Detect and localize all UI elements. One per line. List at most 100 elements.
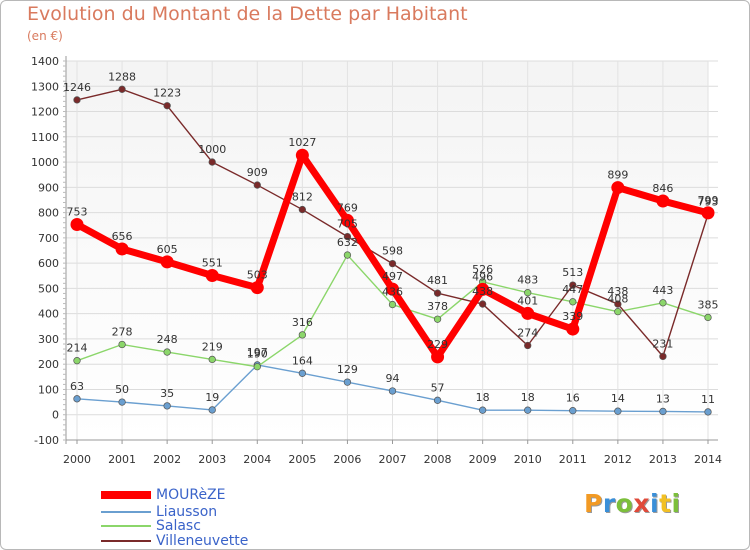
logo-letter: P (584, 489, 603, 518)
data-label: 16 (566, 392, 580, 405)
data-label: 339 (562, 310, 583, 323)
data-label: 401 (517, 294, 538, 307)
data-point (524, 406, 532, 414)
x-tick-label: 2006 (333, 453, 361, 466)
data-point (118, 340, 126, 349)
data-label: 899 (607, 169, 628, 182)
data-point (569, 281, 577, 289)
data-point (569, 407, 577, 415)
data-point (118, 398, 126, 406)
data-label: 197 (247, 346, 268, 359)
data-label: 378 (427, 300, 448, 313)
y-tick-label: 600 (38, 257, 59, 270)
data-label: 503 (247, 269, 268, 282)
data-label: 316 (292, 316, 313, 329)
data-label: 1246 (63, 81, 91, 94)
logo-letter: i (671, 489, 681, 518)
y-tick-label: 0 (52, 409, 59, 422)
logo-letter: x (633, 489, 650, 518)
x-tick-label: 2009 (469, 453, 497, 466)
legend-label: Villeneuvette (156, 533, 249, 549)
data-label: 274 (517, 327, 538, 340)
chart-title: Evolution du Montant de la Dette par Hab… (27, 3, 468, 25)
data-label: 705 (337, 218, 358, 231)
y-tick-label: 700 (38, 232, 59, 245)
logo-letter: i (650, 489, 660, 518)
data-point (160, 255, 174, 269)
data-label: 497 (382, 270, 403, 283)
x-tick-label: 2014 (694, 453, 722, 466)
data-label: 219 (202, 340, 223, 353)
data-point (208, 158, 216, 166)
data-point (433, 315, 442, 323)
legend-label: Liausson (156, 504, 218, 520)
y-tick-label: 1100 (31, 131, 59, 144)
data-point (433, 289, 442, 297)
y-tick-label: 800 (38, 207, 59, 220)
y-tick-label: 1200 (31, 106, 59, 119)
data-point (701, 206, 715, 220)
data-label: 551 (202, 257, 223, 270)
data-label: 483 (517, 274, 538, 287)
data-label: 229 (427, 338, 448, 351)
data-label: 605 (157, 243, 178, 256)
data-point (295, 148, 309, 162)
data-label: 447 (562, 283, 583, 296)
data-label: 35 (160, 387, 174, 400)
data-point (73, 395, 81, 403)
data-label: 13 (656, 392, 670, 405)
data-point (343, 232, 352, 241)
data-point (208, 355, 216, 364)
y-tick-label: 100 (38, 383, 59, 396)
y-tick-label: 200 (38, 358, 59, 371)
data-point (253, 363, 261, 371)
data-point (163, 348, 171, 356)
data-label: 812 (292, 191, 313, 204)
proxiti-logo: Proxiti (584, 489, 681, 518)
x-tick-label: 2005 (288, 453, 316, 466)
logo-letter: o (615, 489, 634, 518)
data-point (659, 407, 667, 416)
data-point (250, 281, 264, 295)
data-point (388, 259, 397, 268)
data-label: 129 (337, 363, 358, 376)
data-point (478, 406, 487, 414)
data-point (163, 402, 171, 410)
data-point (659, 352, 667, 361)
data-point (340, 213, 354, 227)
data-point (205, 269, 219, 283)
data-point (343, 378, 352, 386)
data-point (524, 289, 532, 297)
y-tick-label: 900 (38, 181, 59, 194)
data-point (611, 181, 625, 195)
data-label: 496 (472, 270, 493, 283)
data-label: 846 (652, 182, 673, 195)
data-label: 248 (157, 333, 178, 346)
data-label: 11 (701, 393, 715, 406)
data-point (704, 313, 712, 322)
data-point (659, 299, 667, 307)
data-point (118, 85, 126, 93)
x-tick-label: 2011 (559, 453, 587, 466)
legend-swatch (101, 540, 151, 542)
data-point (208, 406, 216, 414)
data-point (614, 307, 622, 316)
data-label: 793 (698, 195, 719, 208)
data-point (704, 408, 712, 416)
data-point (163, 102, 171, 110)
data-label: 1288 (108, 70, 136, 83)
y-tick-label: 1000 (31, 156, 59, 169)
data-label: 443 (652, 284, 673, 297)
logo-letter: r (602, 489, 616, 518)
x-tick-label: 2000 (63, 453, 91, 466)
legend-label: Salasc (156, 518, 201, 534)
data-label: 18 (521, 391, 535, 404)
x-tick-label: 2003 (198, 453, 226, 466)
data-point (386, 282, 399, 296)
data-label: 909 (247, 166, 268, 179)
data-label: 526 (472, 263, 493, 276)
legend-swatch (101, 491, 151, 499)
data-point (431, 350, 445, 364)
data-label: 436 (382, 286, 403, 299)
